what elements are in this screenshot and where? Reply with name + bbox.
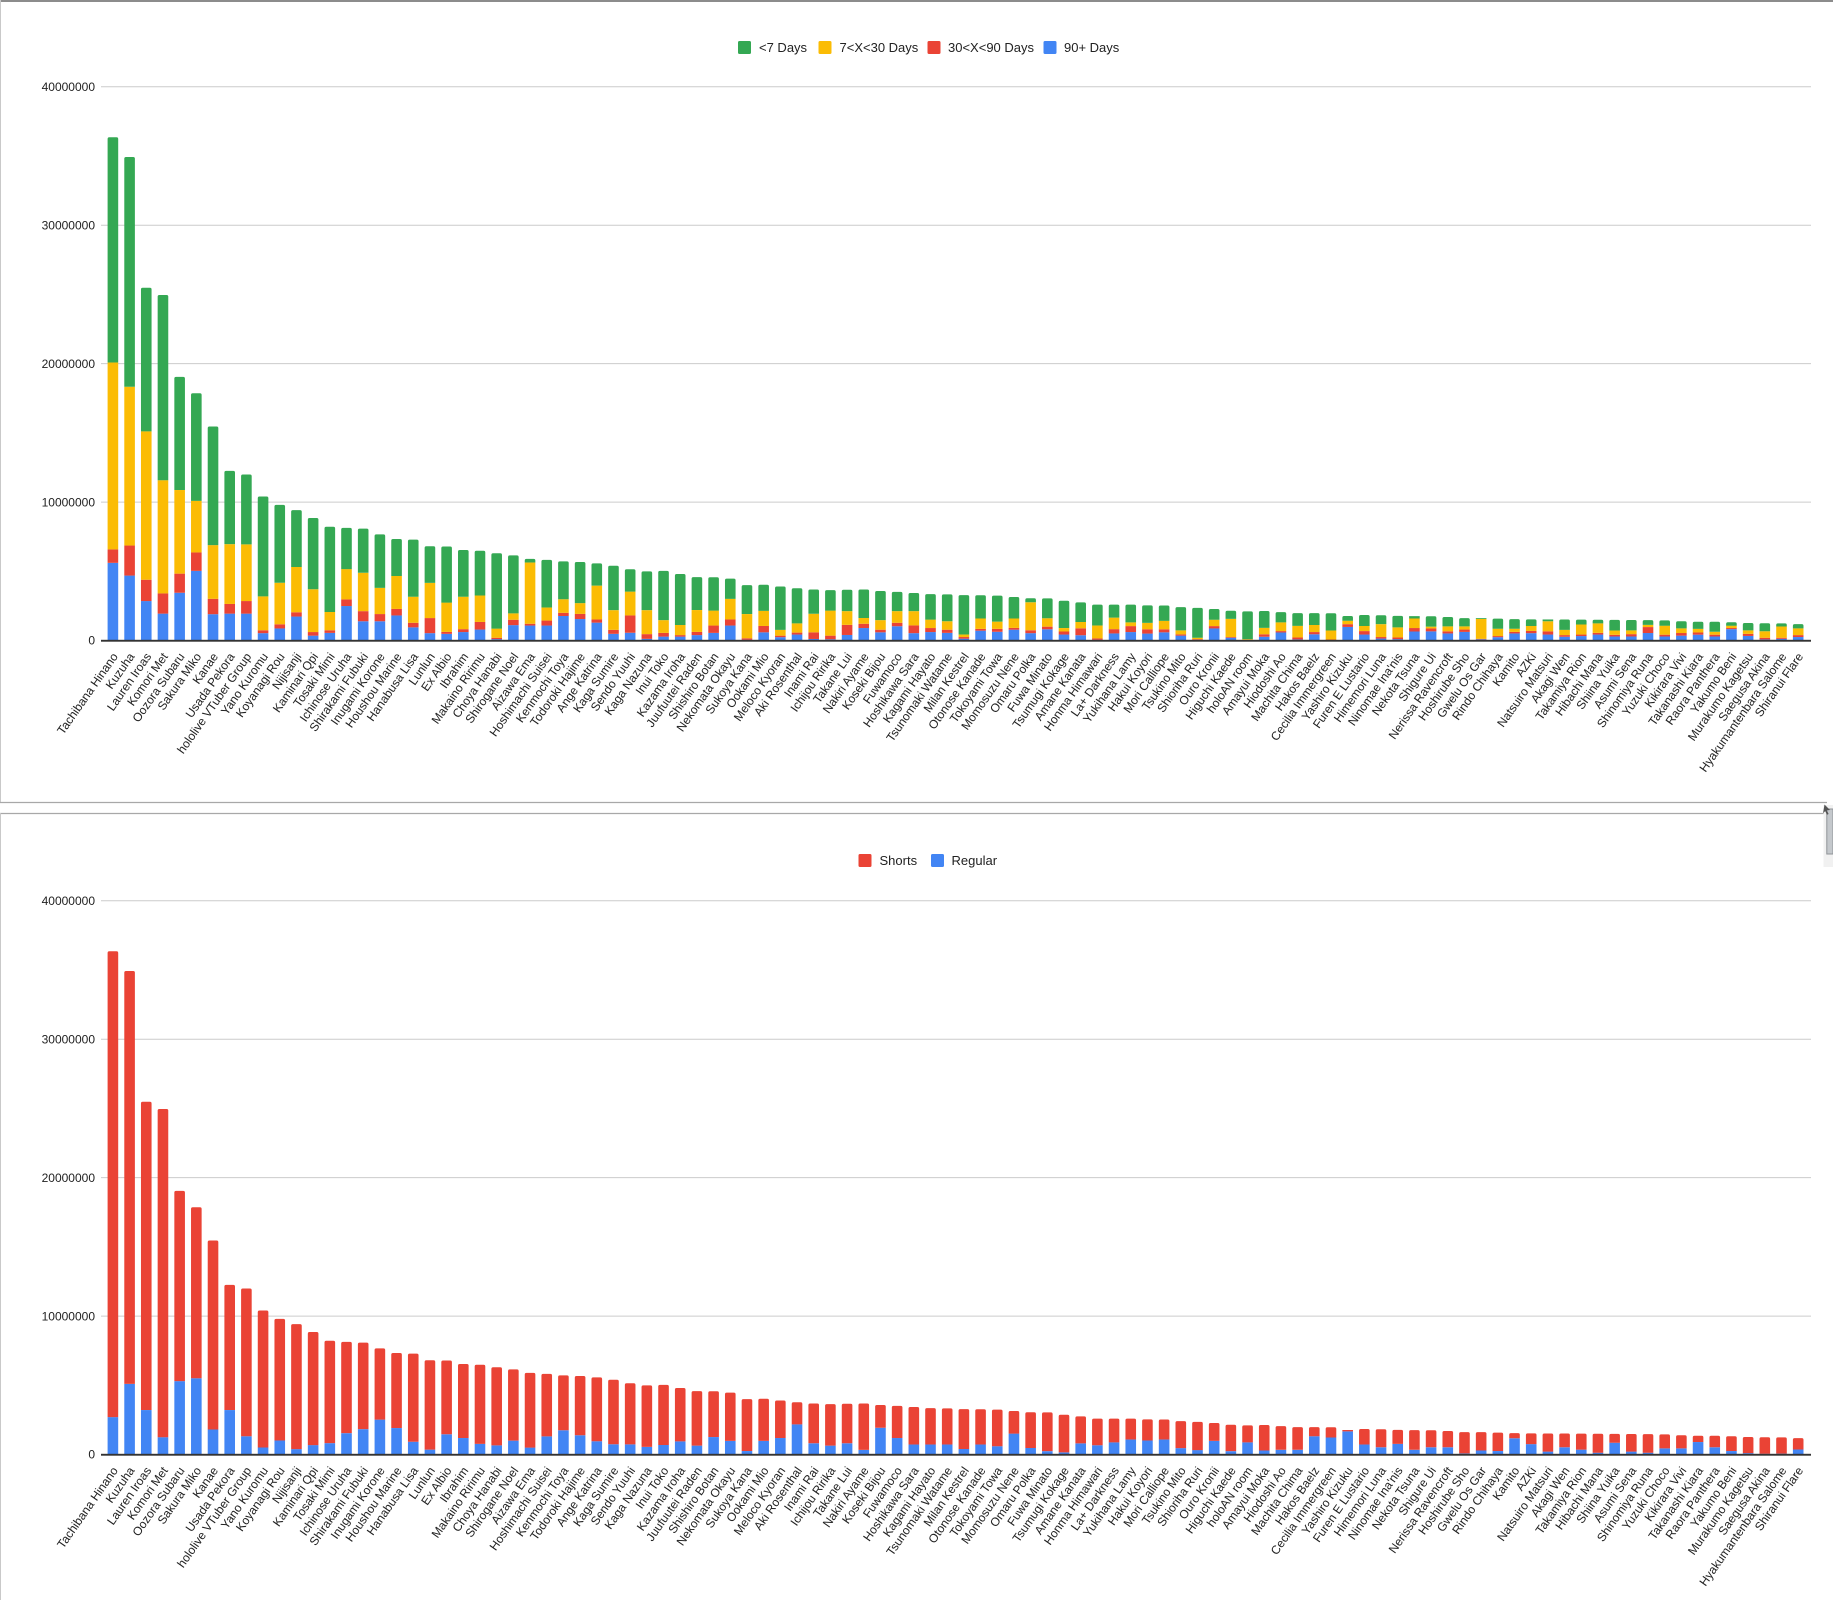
svg-text:0: 0 <box>88 1448 95 1462</box>
svg-text:20000000: 20000000 <box>42 1171 96 1185</box>
svg-text:<7 Days: <7 Days <box>759 40 808 55</box>
svg-text:30<X<90 Days: 30<X<90 Days <box>948 40 1035 55</box>
svg-text:30000000: 30000000 <box>42 218 96 232</box>
svg-text:Tachibana Hinano: Tachibana Hinano <box>54 1464 121 1551</box>
svg-text:10000000: 10000000 <box>42 1309 96 1323</box>
svg-text:30000000: 30000000 <box>42 1032 96 1046</box>
svg-text:7<X<30 Days: 7<X<30 Days <box>840 40 919 55</box>
svg-text:90+ Days: 90+ Days <box>1064 40 1120 55</box>
svg-text:40000000: 40000000 <box>42 894 96 908</box>
svg-text:40000000: 40000000 <box>42 80 96 94</box>
svg-text:Shorts: Shorts <box>880 853 918 868</box>
svg-text:10000000: 10000000 <box>42 495 96 509</box>
svg-text:Tachibana Hinano: Tachibana Hinano <box>54 650 121 737</box>
svg-text:Regular: Regular <box>952 853 998 868</box>
svg-text:20000000: 20000000 <box>42 357 96 371</box>
svg-text:0: 0 <box>88 634 95 648</box>
